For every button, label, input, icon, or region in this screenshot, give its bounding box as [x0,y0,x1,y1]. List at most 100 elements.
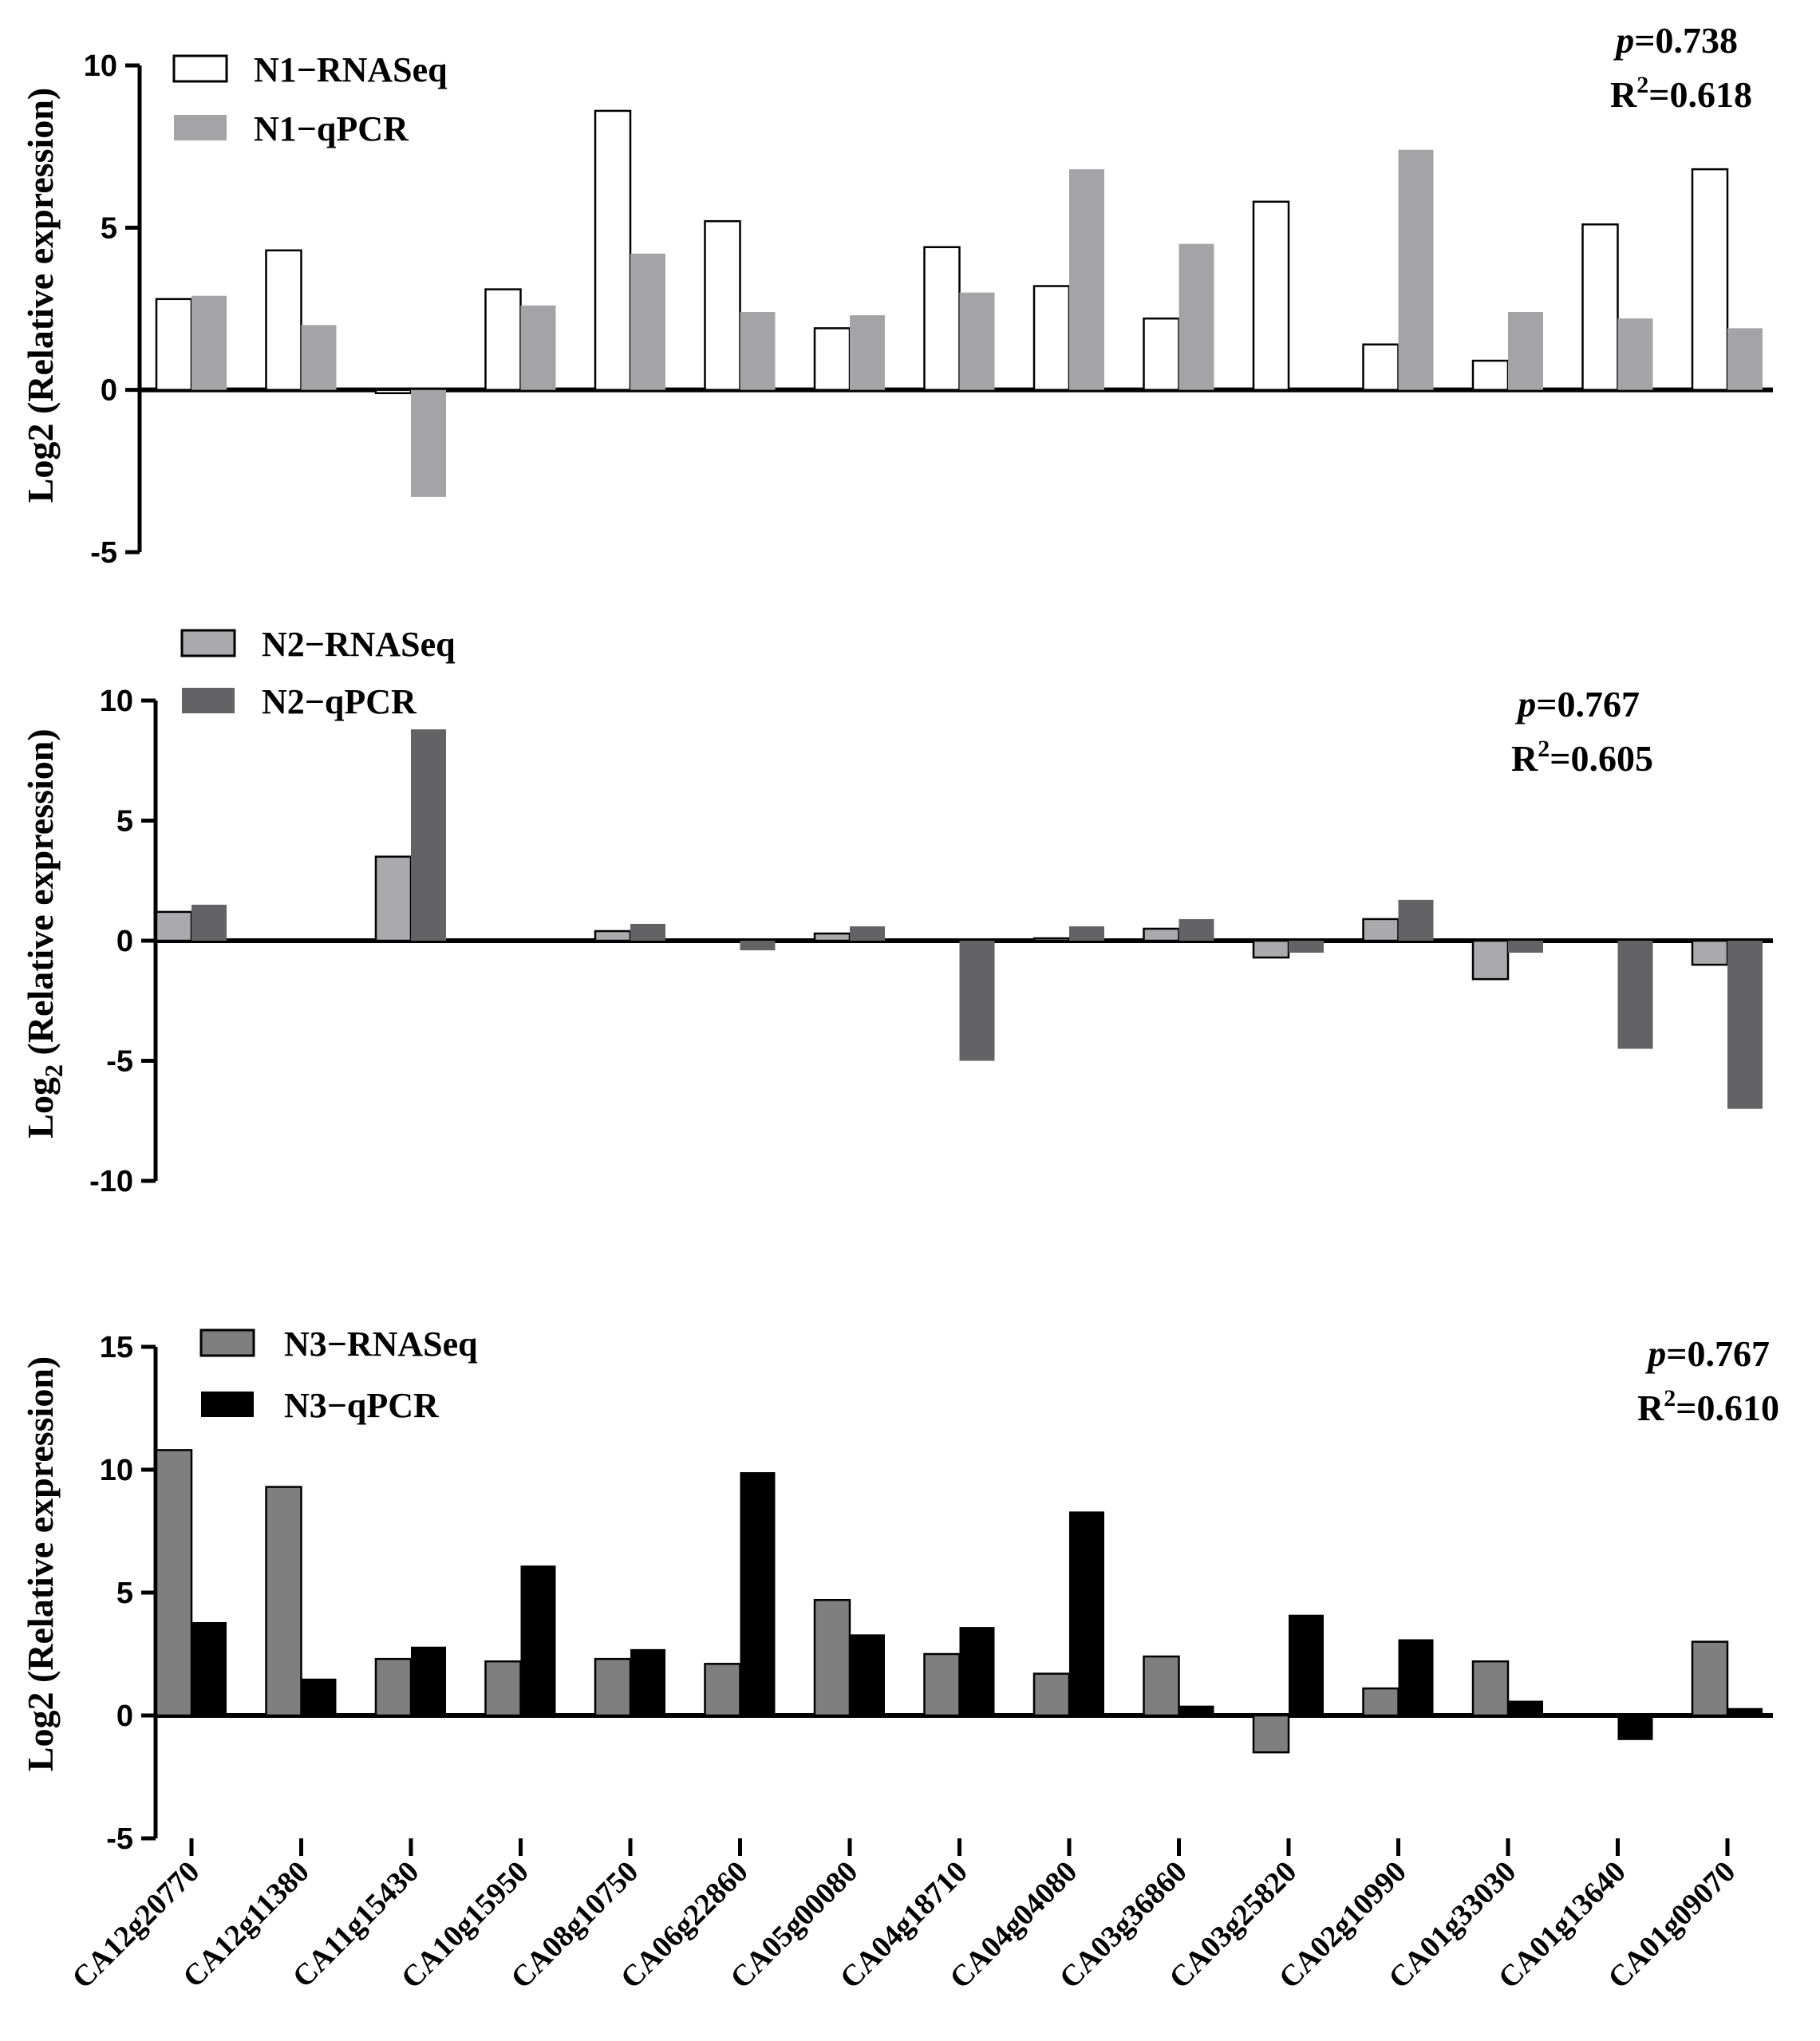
bar-n1-rnaseq-ca04g18710 [923,246,961,391]
bar-n3-rnaseq-ca12g20770 [155,1449,193,1717]
stats-n1: p=0.738 R2=0.618 [1610,20,1752,115]
legend-label-n3-rnaseq: N3−RNASeq [284,1324,478,1364]
y-tick-label: 5 [116,805,133,839]
bar-n3-qpcr-ca08g10750 [630,1648,665,1715]
legend-swatch-n3-qpcr [201,1392,254,1417]
bar-n1-qpcr-ca08g10750 [630,253,665,390]
bar-n2-qpcr-ca01g09070 [1727,941,1763,1109]
bar-n2-rnaseq-ca03g25820 [1252,939,1290,959]
legend-swatch-n1-qpcr [174,115,227,140]
legend-label-n1-rnaseq: N1−RNASeq [254,50,448,89]
bars-n2 [155,729,1763,1109]
y-axis-label-n1: Log2 (Relative expression) [20,88,61,503]
bar-n3-rnaseq-ca01g33030 [1471,1660,1510,1717]
bar-n2-rnaseq-ca04g04080 [1032,937,1071,942]
bar-n2-rnaseq-ca02g10990 [1362,918,1400,942]
bar-n1-rnaseq-ca01g33030 [1471,359,1510,391]
legend-swatch-n3-rnaseq [199,1328,255,1357]
p-value-n1: p=0.738 [1613,20,1738,61]
bar-n3-qpcr-ca03g36860 [1178,1705,1214,1715]
y-tick-label: -5 [106,1822,133,1856]
bar-n2-qpcr-ca11g15430 [411,729,446,941]
bar-n2-rnaseq-ca03g36860 [1143,927,1180,942]
legend-n2: N2−RNASeq N2−qPCR [180,625,456,721]
legend-label-n3-qpcr: N3−qPCR [284,1386,440,1425]
bar-n3-rnaseq-ca11g15430 [374,1657,413,1717]
bar-n2-qpcr-ca03g36860 [1178,918,1214,941]
r-squared-n3: R2=0.610 [1637,1385,1779,1428]
bar-n3-rnaseq-ca08g10750 [594,1657,632,1717]
y-tick-label: 10 [100,1454,133,1487]
bar-n1-qpcr-ca11g15430 [411,389,446,497]
stats-n2: p=0.767 R2=0.605 [1511,684,1653,779]
bar-n3-rnaseq-ca04g18710 [923,1652,961,1717]
bars-n1 [155,109,1763,497]
bar-n3-qpcr-ca12g20770 [191,1621,227,1715]
y-tick-label: 0 [116,925,133,958]
bar-n1-qpcr-ca12g20770 [191,295,227,390]
bar-n2-qpcr-ca04g04080 [1069,926,1104,941]
bar-n1-rnaseq-ca04g04080 [1032,285,1071,391]
bar-n2-qpcr-ca01g13640 [1617,941,1653,1049]
bar-n1-rnaseq-ca12g20770 [155,298,193,391]
r-squared-n1: R2=0.618 [1610,72,1752,115]
bar-n3-qpcr-ca01g33030 [1508,1700,1543,1715]
bar-n1-rnaseq-ca03g25820 [1252,200,1290,391]
bar-n3-rnaseq-ca02g10990 [1362,1687,1400,1717]
bars-n3 [155,1449,1763,1754]
bar-n2-qpcr-ca01g33030 [1508,941,1543,953]
bar-n3-qpcr-ca01g13640 [1617,1715,1653,1740]
y-tick-label: -10 [89,1165,133,1198]
y-tick-label: 15 [100,1331,133,1364]
legend-label-n2-qpcr: N2−qPCR [262,682,417,721]
r-squared-n2: R2=0.605 [1511,736,1653,779]
y-tick-label: -5 [90,536,117,570]
chart-panel-n3: Log2 (Relative expression) -5 0 5 10 15 N3−R… [20,1324,1779,1996]
bar-n2-rnaseq-ca11g15430 [374,855,413,942]
bar-n1-rnaseq-ca01g13640 [1581,223,1619,391]
bar-n2-qpcr-ca08g10750 [630,923,665,941]
bar-n3-rnaseq-ca03g36860 [1143,1655,1180,1717]
y-tick-label: 5 [101,211,117,245]
bar-n1-qpcr-ca04g04080 [1069,169,1104,390]
bar-n1-qpcr-ca10g15950 [520,305,556,390]
y-tick-label: 5 [116,1577,133,1610]
bar-n3-rnaseq-ca10g15950 [484,1660,522,1717]
bar-n1-rnaseq-ca10g15950 [484,288,522,391]
bar-n1-qpcr-ca01g13640 [1617,318,1653,390]
bar-n2-qpcr-ca12g20770 [191,904,227,941]
bar-n1-rnaseq-ca06g22860 [704,219,741,391]
legend-n3: N3−RNASeq N3−qPCR [199,1324,478,1425]
y-tick-label: -5 [106,1045,133,1079]
chart-panel-n1: Log2 (Relative expression) -5 0 5 10 N1−RNA… [20,20,1773,570]
bar-n3-qpcr-ca05g00080 [850,1634,885,1715]
bar-n2-rnaseq-ca08g10750 [594,930,632,942]
legend-swatch-n2-rnaseq [180,629,236,657]
legend-n1: N1−RNASeq N1−qPCR [172,50,448,148]
bar-n2-rnaseq-ca05g00080 [813,932,851,942]
bar-n3-rnaseq-ca12g11380 [265,1486,302,1717]
bar-n1-qpcr-ca04g18710 [959,292,995,390]
bar-n2-qpcr-ca05g00080 [850,926,885,941]
bar-n3-rnaseq-ca03g25820 [1252,1714,1290,1754]
bar-n3-rnaseq-ca05g00080 [813,1598,851,1717]
y-tick-label: 0 [116,1700,133,1733]
bar-n3-qpcr-ca01g09070 [1727,1707,1763,1715]
bar-n2-qpcr-ca02g10990 [1398,899,1434,941]
bar-n1-qpcr-ca01g33030 [1508,312,1543,390]
bar-n1-rnaseq-ca12g11380 [265,249,302,391]
bar-n3-rnaseq-ca01g09070 [1691,1640,1729,1717]
y-tick-label: 10 [84,49,117,83]
bar-n2-rnaseq-ca12g20770 [155,910,193,942]
bar-n1-rnaseq-ca05g00080 [813,327,851,391]
bar-n3-qpcr-ca04g18710 [959,1627,995,1715]
bar-n3-qpcr-ca06g22860 [740,1472,776,1715]
legend-label-n1-qpcr: N1−qPCR [254,109,409,148]
bar-n1-qpcr-ca06g22860 [740,312,776,390]
category-labels: CA12g20770CA12g11380CA11g15430CA10g15950… [65,1855,1742,1996]
bar-n1-qpcr-ca03g36860 [1178,243,1214,390]
bar-n1-rnaseq-ca03g36860 [1143,317,1180,391]
bar-n2-rnaseq-ca01g33030 [1471,939,1510,981]
bar-n3-qpcr-ca10g15950 [520,1565,556,1715]
